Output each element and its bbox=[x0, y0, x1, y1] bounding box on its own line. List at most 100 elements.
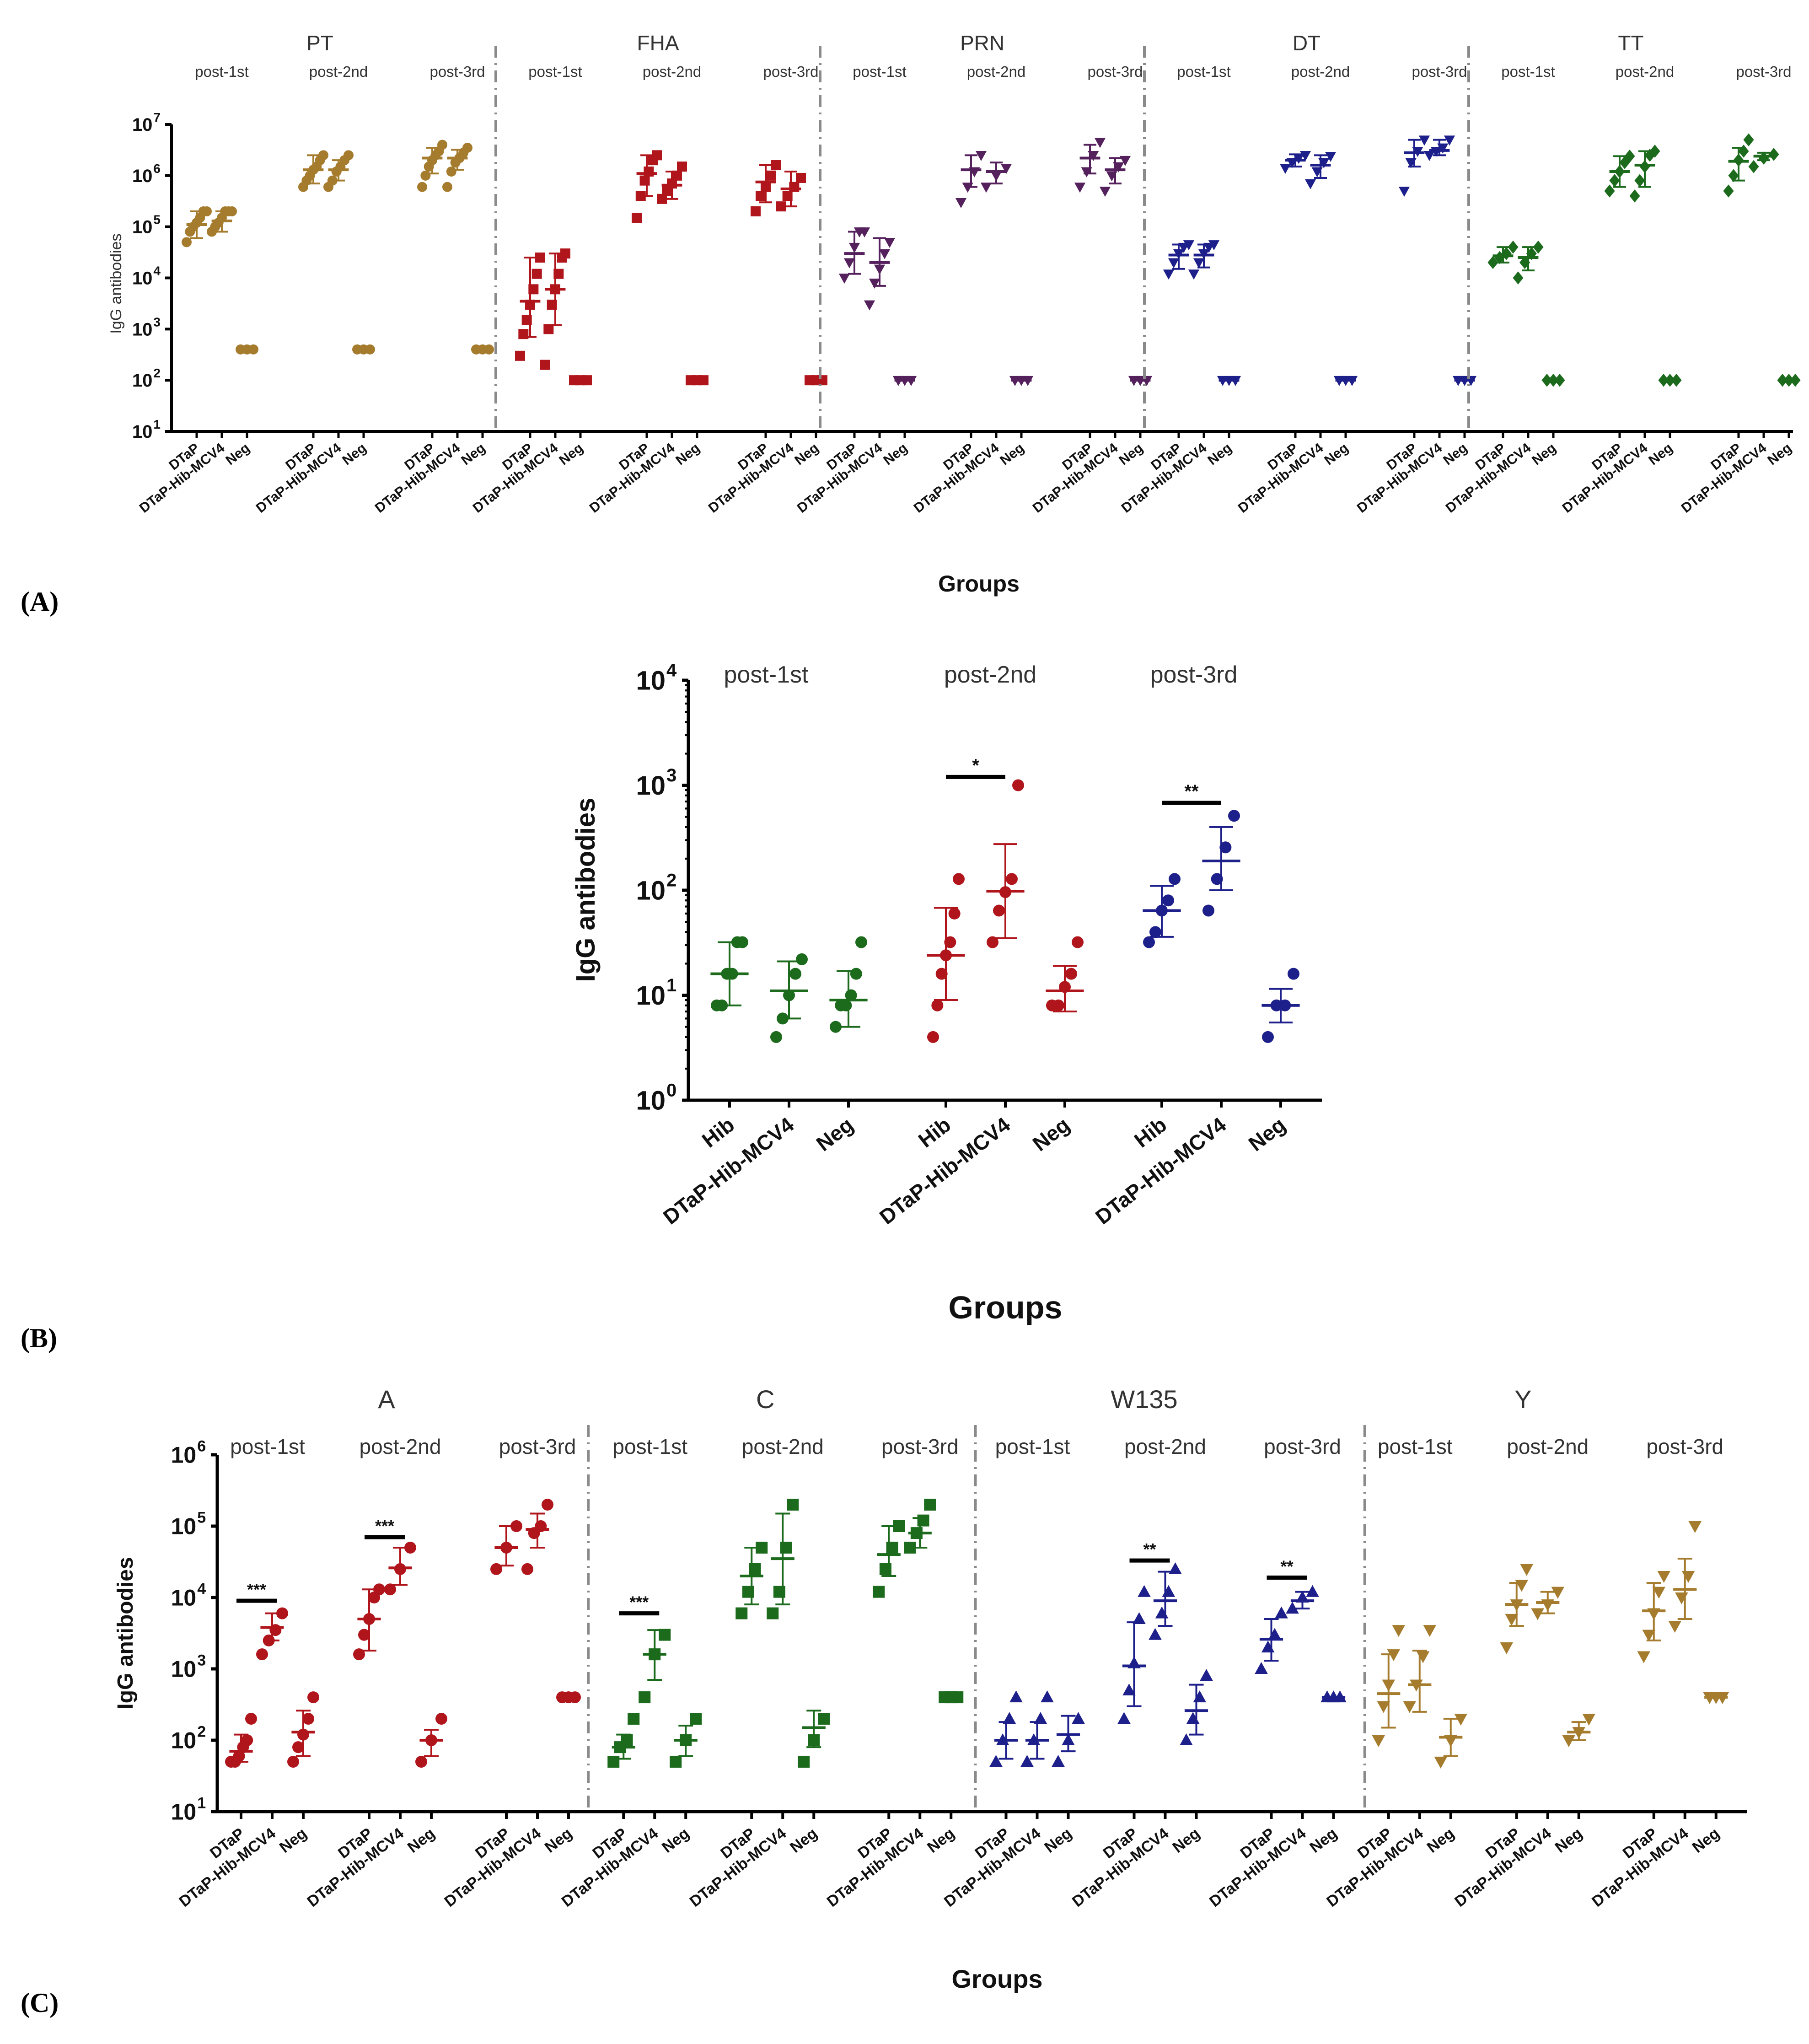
panel-c-data-point bbox=[1652, 1587, 1666, 1599]
panel-b-y-tick-exponent: 4 bbox=[666, 660, 677, 680]
panel-c-data-point bbox=[510, 1520, 522, 1532]
panel-a-data-point bbox=[1423, 151, 1435, 161]
panel-b-data-point bbox=[1052, 999, 1064, 1011]
panel-a-data-point bbox=[657, 194, 667, 204]
panel-b-y-tick-exponent: 1 bbox=[666, 975, 676, 995]
panel-c-data-point bbox=[1675, 1592, 1688, 1604]
panel-c-y-tick-exponent: 1 bbox=[197, 1795, 206, 1812]
panel-c-serogroup-title: Y bbox=[1514, 1385, 1531, 1414]
panel-a-x-tick-label: Neg bbox=[556, 441, 586, 468]
panel-c-data-point bbox=[1138, 1585, 1151, 1597]
panel-c-y-tick-label: 10 bbox=[171, 1799, 197, 1825]
panel-a-data-point bbox=[1188, 269, 1200, 280]
panel-b-data-point bbox=[855, 936, 867, 948]
panel-c-data-point bbox=[1034, 1712, 1047, 1724]
panel-c-y-tick-label: 10 bbox=[171, 1728, 197, 1754]
panel-b-data-point bbox=[1006, 873, 1018, 885]
panel-a-timepoint-label: post-2nd bbox=[1616, 63, 1674, 80]
panel-a-data-point bbox=[417, 182, 427, 192]
panel-a-timepoint-label: post-2nd bbox=[309, 63, 368, 80]
panel-a-x-tick-label: Neg bbox=[1205, 441, 1235, 468]
panel-c-data-point bbox=[670, 1755, 682, 1768]
panel-c-data-point bbox=[1423, 1625, 1437, 1637]
panel-c-data-point bbox=[1052, 1755, 1065, 1767]
panel-a-x-tick-label: Neg bbox=[792, 441, 821, 468]
panel-c-data-point bbox=[307, 1691, 319, 1704]
panel-c-y-tick-exponent: 6 bbox=[197, 1438, 206, 1455]
panel-c-timepoint-label: post-1st bbox=[230, 1435, 305, 1458]
panel-c-data-point bbox=[1520, 1564, 1534, 1576]
panel-b-data-point bbox=[1149, 926, 1161, 938]
panel-a-letter: (A) bbox=[21, 586, 59, 617]
panel-b-significance-label: * bbox=[972, 755, 979, 775]
panel-c-data-point bbox=[233, 1750, 245, 1762]
panel-c-y-label: IgG antibodies bbox=[113, 1557, 138, 1709]
panel-c-data-point bbox=[924, 1499, 936, 1511]
panel-b-data-point bbox=[830, 1021, 842, 1033]
panel-a-y-tick-label: 10 bbox=[132, 269, 153, 289]
panel-c-data-point bbox=[1500, 1642, 1514, 1654]
panel-a-data-point bbox=[879, 249, 891, 259]
panel-b-x-tick-label: Neg bbox=[1244, 1113, 1290, 1156]
panel-c-data-point bbox=[1562, 1735, 1576, 1747]
panel-b-data-point bbox=[1202, 904, 1214, 917]
panel-c-y-tick-label: 10 bbox=[171, 1657, 197, 1682]
panel-c-letter: (C) bbox=[21, 1988, 59, 2018]
panel-a-data-point bbox=[535, 252, 545, 263]
panel-b-y-tick-exponent: 2 bbox=[666, 870, 676, 890]
panel-b-y-tick-label: 10 bbox=[636, 876, 666, 905]
panel-a-y-tick-label: 10 bbox=[132, 217, 153, 237]
panel-c-data-point bbox=[767, 1607, 779, 1619]
panel-c-y-tick-label: 10 bbox=[171, 1514, 197, 1539]
panel-a-data-point bbox=[672, 170, 682, 181]
panel-c-data-point bbox=[358, 1629, 370, 1641]
panel-c-serogroup-title: A bbox=[378, 1385, 395, 1414]
panel-a-data-point bbox=[975, 151, 987, 161]
panel-a-x-tick-label: Neg bbox=[1646, 441, 1675, 468]
panel-a-timepoint-label: post-2nd bbox=[967, 63, 1025, 80]
panel-c-data-point bbox=[690, 1713, 702, 1725]
panel-c-data-point bbox=[1149, 1628, 1162, 1640]
panel-c-timepoint-label: post-2nd bbox=[1124, 1435, 1206, 1458]
panel-a-data-point bbox=[1168, 258, 1180, 269]
panel-c-y-tick-exponent: 3 bbox=[197, 1652, 206, 1669]
panel-c-data-point bbox=[1072, 1712, 1085, 1724]
panel-c-x-tick-label: Neg bbox=[787, 1824, 821, 1856]
panel-a-data-point bbox=[1074, 183, 1086, 193]
panel-c-timepoint-label: post-3rd bbox=[1264, 1435, 1341, 1458]
panel-c-data-point bbox=[276, 1607, 288, 1619]
panel-a-data-point bbox=[182, 237, 192, 247]
panel-b-y-tick-exponent: 3 bbox=[666, 765, 676, 785]
panel-c-timepoint-label: post-3rd bbox=[1646, 1435, 1723, 1458]
panel-b-data-point bbox=[987, 936, 998, 948]
panel-a-antigen-title: PRN bbox=[960, 31, 1004, 55]
panel-c-significance-label: *** bbox=[629, 1593, 649, 1612]
panel-c-timepoint-label: post-3rd bbox=[881, 1435, 959, 1458]
panel-a-data-point bbox=[955, 198, 967, 208]
panel-c-significance-label: ** bbox=[1280, 1557, 1293, 1576]
panel-a-y-tick-label: 10 bbox=[132, 166, 153, 186]
panel-b-data-point bbox=[993, 904, 1005, 917]
panel-a-data-point bbox=[1634, 174, 1645, 187]
panel-a-timepoint-label: post-1st bbox=[1501, 63, 1555, 80]
panel-c-data-point bbox=[1505, 1614, 1519, 1626]
panel-b-y-tick-label: 10 bbox=[636, 1086, 666, 1115]
panel-c-data-point bbox=[735, 1607, 748, 1619]
panel-c-timepoint-label: post-1st bbox=[612, 1435, 687, 1458]
panel-a-data-point bbox=[869, 278, 880, 289]
panel-a-data-point bbox=[652, 150, 662, 161]
panel-a-data-point bbox=[515, 350, 525, 361]
panel-a-x-tick-label: Neg bbox=[673, 441, 703, 468]
panel-a-data-point bbox=[1279, 164, 1291, 174]
panel-a-timepoint-label: post-3rd bbox=[1736, 63, 1791, 80]
panel-a-data-point bbox=[639, 175, 650, 186]
panel-a-x-tick-label: Neg bbox=[1529, 441, 1559, 468]
panel-c-data-point bbox=[1041, 1690, 1054, 1703]
panel-a-data-point bbox=[1163, 269, 1175, 280]
panel-a-data-point bbox=[859, 227, 870, 238]
panel-b-data-point bbox=[1169, 873, 1181, 885]
panel-c-timepoint-label: post-2nd bbox=[742, 1435, 824, 1458]
panel-c-data-point bbox=[1688, 1521, 1702, 1533]
panel-c-x-label: Groups bbox=[951, 1964, 1042, 1993]
panel-c-data-point bbox=[873, 1586, 885, 1598]
